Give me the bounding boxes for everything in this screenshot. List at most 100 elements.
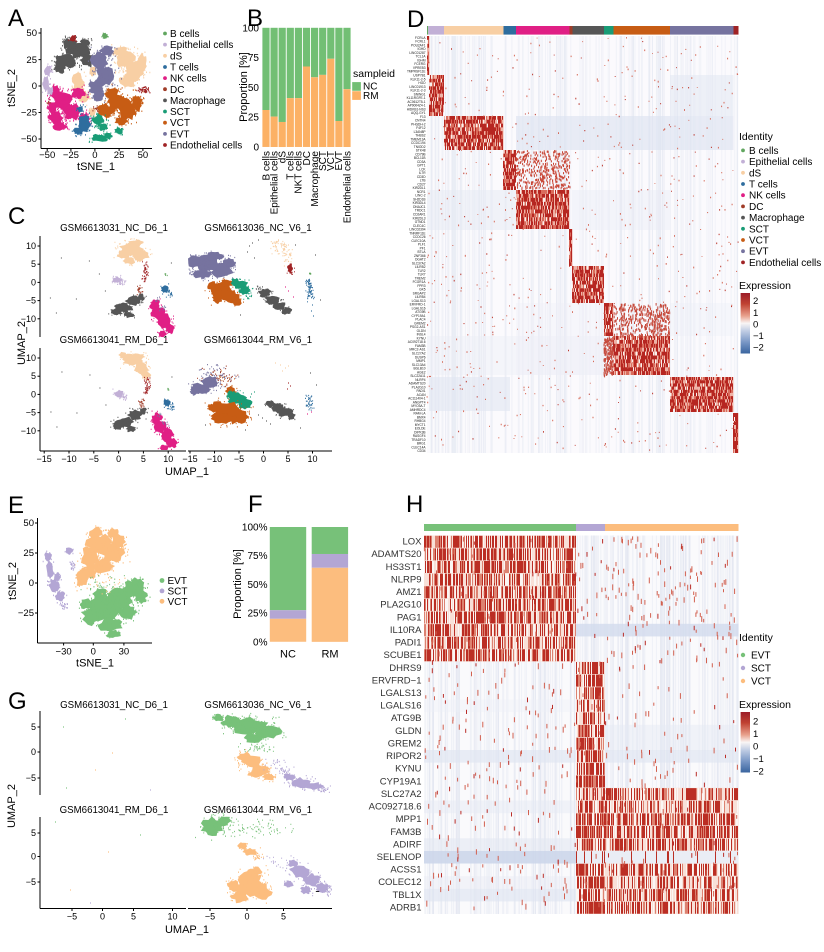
svg-text:RM: RM xyxy=(321,649,338,661)
svg-text:GLDN: GLDN xyxy=(417,329,427,333)
svg-text:10: 10 xyxy=(163,454,173,464)
svg-text:100%: 100% xyxy=(242,523,268,534)
svg-text:VCT: VCT xyxy=(170,118,190,129)
svg-text:NK cells: NK cells xyxy=(749,191,786,202)
svg-text:UMAP_2: UMAP_2 xyxy=(16,321,28,365)
svg-text:50%: 50% xyxy=(247,580,267,591)
svg-text:INSL4: INSL4 xyxy=(417,333,426,337)
svg-text:D: D xyxy=(407,6,424,33)
svg-text:LINC01287: LINC01287 xyxy=(409,51,425,55)
svg-text:HGD: HGD xyxy=(418,81,426,85)
svg-text:Expression: Expression xyxy=(739,280,791,292)
svg-text:Endothelial cells: Endothelial cells xyxy=(749,258,821,269)
svg-text:LINC02394: LINC02394 xyxy=(409,228,425,232)
svg-text:75: 75 xyxy=(248,53,260,64)
svg-text:5: 5 xyxy=(281,912,286,922)
svg-text:IL10RA: IL10RA xyxy=(390,625,422,636)
svg-text:STK48: STK48 xyxy=(416,149,426,153)
svg-text:SLC27A2: SLC27A2 xyxy=(412,351,426,355)
svg-text:FCRLA: FCRLA xyxy=(415,36,426,40)
svg-text:0: 0 xyxy=(31,389,36,399)
svg-text:NKT cells: NKT cells xyxy=(294,151,305,194)
svg-text:GTND1: GTND1 xyxy=(415,220,426,224)
svg-text:COLEC12: COLEC12 xyxy=(378,877,421,888)
svg-text:VPREB3: VPREB3 xyxy=(413,66,426,70)
svg-text:PLF1: PLF1 xyxy=(418,243,426,247)
svg-text:FCERG: FCERG xyxy=(414,62,426,66)
svg-text:tSNE_2: tSNE_2 xyxy=(7,562,19,600)
svg-text:VCT: VCT xyxy=(751,677,771,688)
svg-text:SLC37A2: SLC37A2 xyxy=(412,261,426,265)
svg-text:5: 5 xyxy=(31,371,36,381)
svg-text:0: 0 xyxy=(31,277,36,287)
svg-text:TREM2: TREM2 xyxy=(415,276,426,280)
svg-text:F4F12: F4F12 xyxy=(416,126,425,130)
svg-text:UMAP_1: UMAP_1 xyxy=(165,466,209,478)
svg-text:ACSS1: ACSS1 xyxy=(390,865,421,876)
svg-text:DHRS9: DHRS9 xyxy=(389,663,421,674)
svg-text:10: 10 xyxy=(167,912,177,922)
svg-text:−30: −30 xyxy=(56,647,72,658)
svg-text:EVT: EVT xyxy=(334,151,345,170)
svg-text:DC: DC xyxy=(302,151,313,165)
svg-text:−25: −25 xyxy=(63,150,79,161)
svg-text:PAG1: PAG1 xyxy=(397,612,422,623)
svg-text:PLAC4: PLAC4 xyxy=(415,318,425,322)
svg-text:FCGR1A: FCGR1A xyxy=(413,280,427,284)
svg-text:50: 50 xyxy=(248,83,260,94)
svg-text:75%: 75% xyxy=(247,551,267,562)
svg-text:TCL1A: TCL1A xyxy=(416,55,427,59)
svg-text:SRGAP2: SRGAP2 xyxy=(413,291,426,295)
svg-text:−2: −2 xyxy=(753,767,764,778)
svg-text:KYNU: KYNU xyxy=(417,336,427,340)
svg-text:0: 0 xyxy=(261,454,266,464)
svg-text:−5: −5 xyxy=(26,296,36,306)
svg-text:RHBG4: RHBG4 xyxy=(415,419,426,423)
svg-text:AC092718.6: AC092718.6 xyxy=(408,340,426,344)
svg-text:−15: −15 xyxy=(37,454,52,464)
svg-text:ANGPT4: ANGPT4 xyxy=(413,400,426,404)
svg-text:GSM6613041_RM_D6_1: GSM6613041_RM_D6_1 xyxy=(60,335,169,346)
svg-text:sampleid: sampleid xyxy=(353,68,395,80)
svg-text:CD2AR1: CD2AR1 xyxy=(413,212,426,216)
svg-text:EVT: EVT xyxy=(170,129,189,140)
svg-text:dS: dS xyxy=(170,51,183,62)
svg-text:T cells: T cells xyxy=(286,151,297,180)
svg-text:10: 10 xyxy=(26,241,36,251)
svg-text:CLEC4C: CLEC4C xyxy=(413,224,426,228)
svg-text:TRADF10: TRADF10 xyxy=(411,438,425,442)
svg-text:TLR2: TLR2 xyxy=(418,269,426,273)
svg-text:LTB: LTB xyxy=(420,179,426,183)
svg-text:VCT: VCT xyxy=(326,151,337,171)
svg-text:LILRB4: LILRB4 xyxy=(415,295,426,299)
svg-text:LGALS16: LGALS16 xyxy=(412,306,426,310)
svg-text:−1: −1 xyxy=(753,754,764,765)
svg-text:0: 0 xyxy=(100,912,105,922)
svg-text:EVT: EVT xyxy=(751,651,770,662)
svg-text:DNAJC1: DNAJC1 xyxy=(413,205,426,209)
svg-text:G: G xyxy=(8,688,27,715)
svg-text:TRDC1: TRDC1 xyxy=(415,209,426,213)
svg-text:ATG9B: ATG9B xyxy=(391,713,421,724)
svg-text:BMX4: BMX4 xyxy=(417,415,426,419)
svg-text:Identity: Identity xyxy=(739,131,774,143)
svg-text:ATG9B: ATG9B xyxy=(415,310,425,314)
svg-text:KIR2DL1: KIR2DL1 xyxy=(413,186,426,190)
svg-text:GREM2: GREM2 xyxy=(388,738,422,749)
svg-text:RM: RM xyxy=(363,91,379,102)
svg-text:POU2AF1: POU2AF1 xyxy=(411,43,426,47)
svg-text:FAM3B: FAM3B xyxy=(390,827,421,838)
svg-text:ADRB1: ADRB1 xyxy=(390,902,422,913)
svg-text:H: H xyxy=(406,491,423,518)
svg-text:AP9004Z4-1: AP9004Z4-1 xyxy=(408,104,426,108)
svg-text:FAM3B: FAM3B xyxy=(415,344,425,348)
svg-text:Identity: Identity xyxy=(739,632,774,644)
svg-text:ERVFRD-1: ERVFRD-1 xyxy=(410,303,426,307)
svg-text:EVT: EVT xyxy=(749,247,768,258)
svg-text:TBL1X: TBL1X xyxy=(392,890,422,901)
svg-text:MPP1: MPP1 xyxy=(396,814,422,825)
svg-text:ADAMTS20: ADAMTS20 xyxy=(409,382,426,386)
svg-text:F: F xyxy=(248,491,263,518)
svg-text:Proportion [%]: Proportion [%] xyxy=(238,52,250,122)
svg-text:ADIRF: ADIRF xyxy=(393,839,422,850)
